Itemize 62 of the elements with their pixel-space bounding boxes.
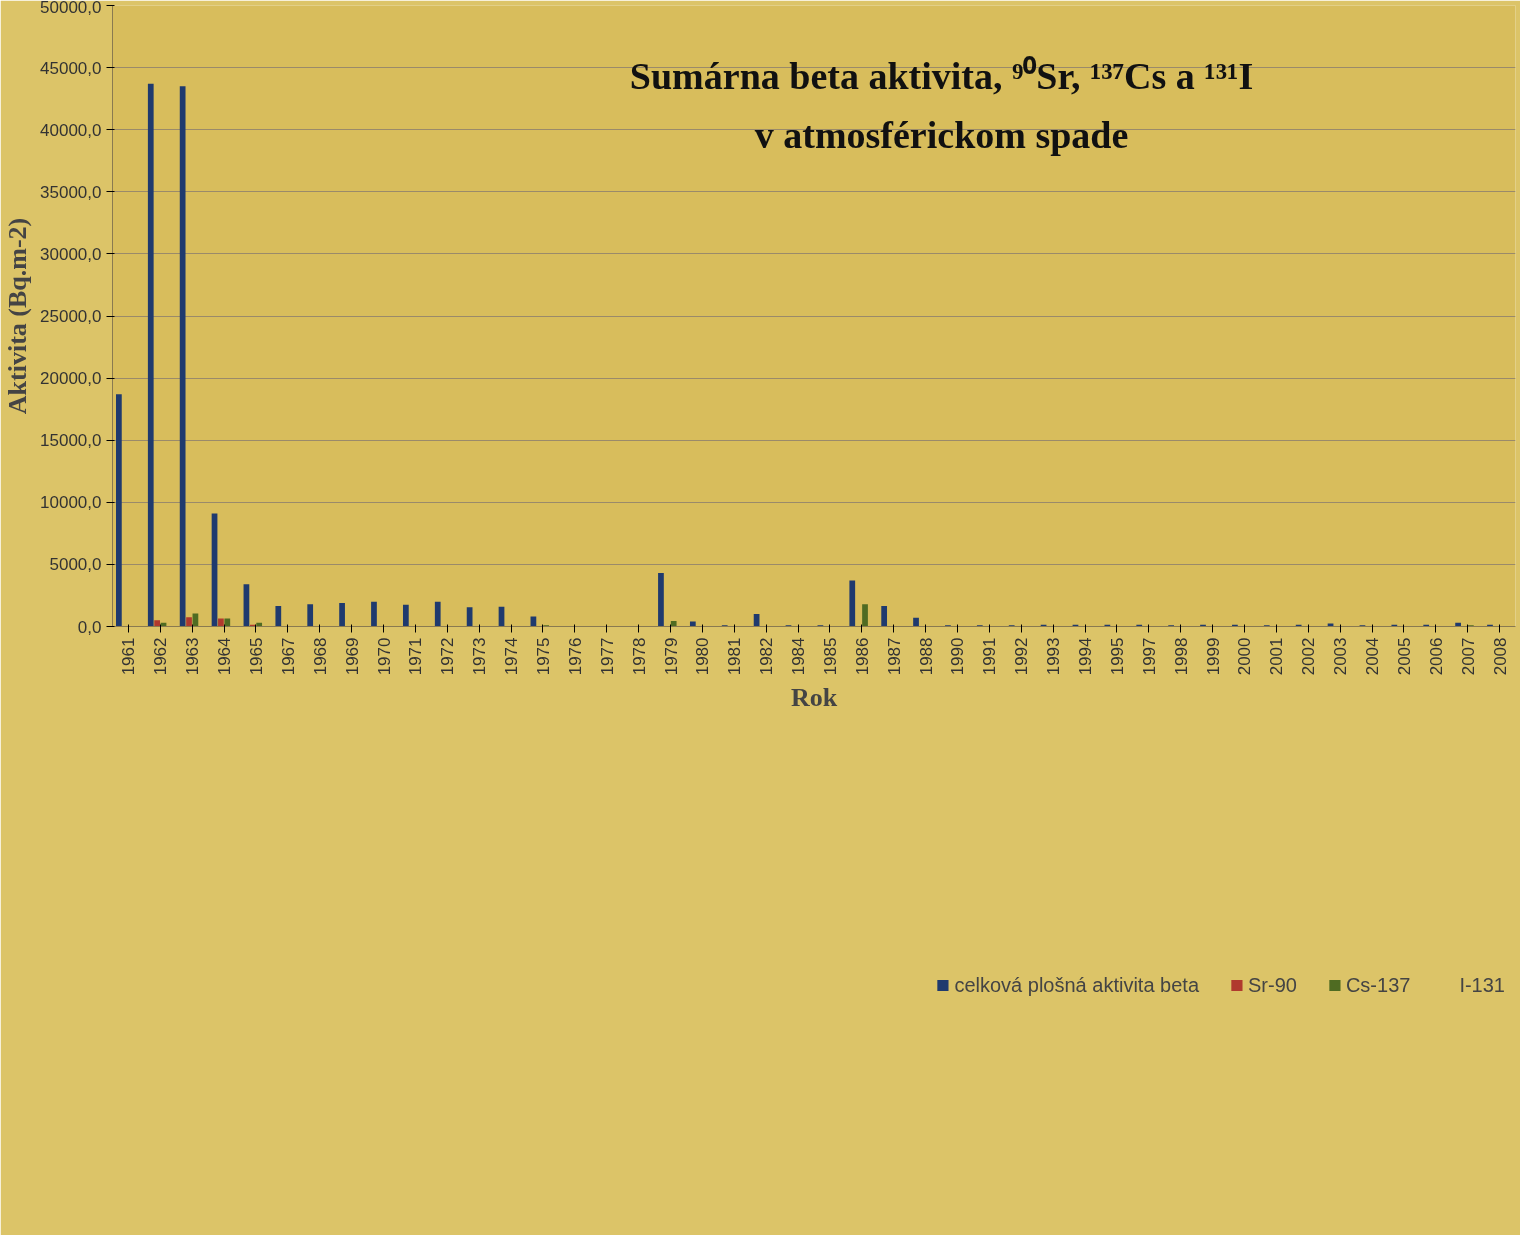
x-tick-label: 1992 [1012, 637, 1032, 676]
y-tick-label: 10000,0 [40, 493, 102, 513]
y-tick-label: 25000,0 [40, 307, 102, 326]
x-tick-label: 1982 [757, 637, 777, 676]
y-tick-label: 15000,0 [40, 431, 102, 451]
y-tick-label: 45000,0 [40, 58, 102, 78]
x-tick-label: 1970 [374, 637, 394, 676]
y-tick-label: 35000,0 [40, 182, 102, 202]
x-tick-label: 1963 [183, 637, 203, 676]
x-tick-label: 1965 [246, 637, 266, 676]
x-tick-label: 1978 [629, 637, 649, 676]
x-tick-label: 1986 [852, 637, 872, 676]
x-tick-label: 1975 [533, 637, 553, 676]
text: Sumárna beta aktivita, ⁹⁰Sr, ¹³⁷Cs a ¹³¹I v atmosférickom spade [629, 55, 1254, 156]
x-tick-label: 1993 [1044, 637, 1064, 676]
x-tick-label: 1999 [1203, 637, 1223, 676]
x-tick-label: 2000 [1235, 637, 1255, 676]
x-tick-label: 1967 [278, 637, 298, 676]
legend-label: I-131 [1459, 973, 1505, 997]
x-tick-label: 1990 [948, 637, 968, 676]
x-tick-label: 1976 [565, 637, 585, 676]
x-tick-label: 2006 [1426, 637, 1446, 676]
x-tick-label: 2007 [1458, 637, 1478, 676]
x-tick-label: 1972 [438, 637, 458, 676]
x-tick-label: 1980 [693, 637, 713, 676]
x-tick-label: 1961 [119, 637, 139, 676]
x-tick-label: 1981 [725, 637, 745, 676]
legend-label: Sr-90 [1248, 973, 1297, 997]
x-tick-label: 1968 [310, 637, 330, 676]
y-tick-label: 30000,0 [40, 244, 102, 264]
y-tick-label: 0,0 [77, 617, 102, 637]
x-axis-title: Rok [790, 683, 838, 713]
x-tick-label: 1977 [597, 637, 617, 676]
x-tick-label: 1994 [1076, 637, 1096, 676]
y-tick-label: 50000,0 [40, 0, 102, 17]
y-tick-label: 20000,0 [40, 369, 102, 389]
x-tick-label: 1997 [1139, 637, 1159, 676]
x-tick-label: 2008 [1490, 637, 1510, 676]
y-tick-label: 5000,0 [49, 555, 102, 575]
x-tick-label: 1973 [470, 637, 490, 676]
x-tick-label: 1988 [916, 637, 936, 676]
x-tick-label: 1974 [502, 637, 522, 676]
x-tick-label: 2003 [1331, 637, 1351, 676]
y-axis-title: Aktivita (Bq.m-2) [3, 217, 33, 415]
x-tick-label: 1987 [884, 637, 904, 676]
y-tick-label: 40000,0 [40, 120, 102, 140]
x-tick-label: 1969 [342, 637, 362, 676]
x-tick-label: 1964 [215, 637, 235, 676]
legend-label: celková plošná aktivita beta [954, 973, 1200, 997]
x-tick-label: 1984 [789, 637, 809, 676]
x-tick-label: 1979 [661, 637, 681, 676]
x-tick-label: 1998 [1171, 637, 1191, 676]
legend-label: Cs-137 [1345, 973, 1411, 997]
x-tick-label: 2001 [1267, 637, 1287, 676]
x-tick-label: 2005 [1394, 637, 1414, 676]
x-tick-label: 1962 [151, 637, 171, 676]
x-tick-label: 1995 [1107, 637, 1127, 676]
x-tick-label: 1991 [980, 637, 1000, 676]
x-tick-label: 2004 [1363, 637, 1383, 676]
x-tick-label: 1985 [820, 637, 840, 676]
x-tick-label: 2002 [1299, 637, 1319, 676]
x-tick-label: 1971 [406, 637, 426, 676]
